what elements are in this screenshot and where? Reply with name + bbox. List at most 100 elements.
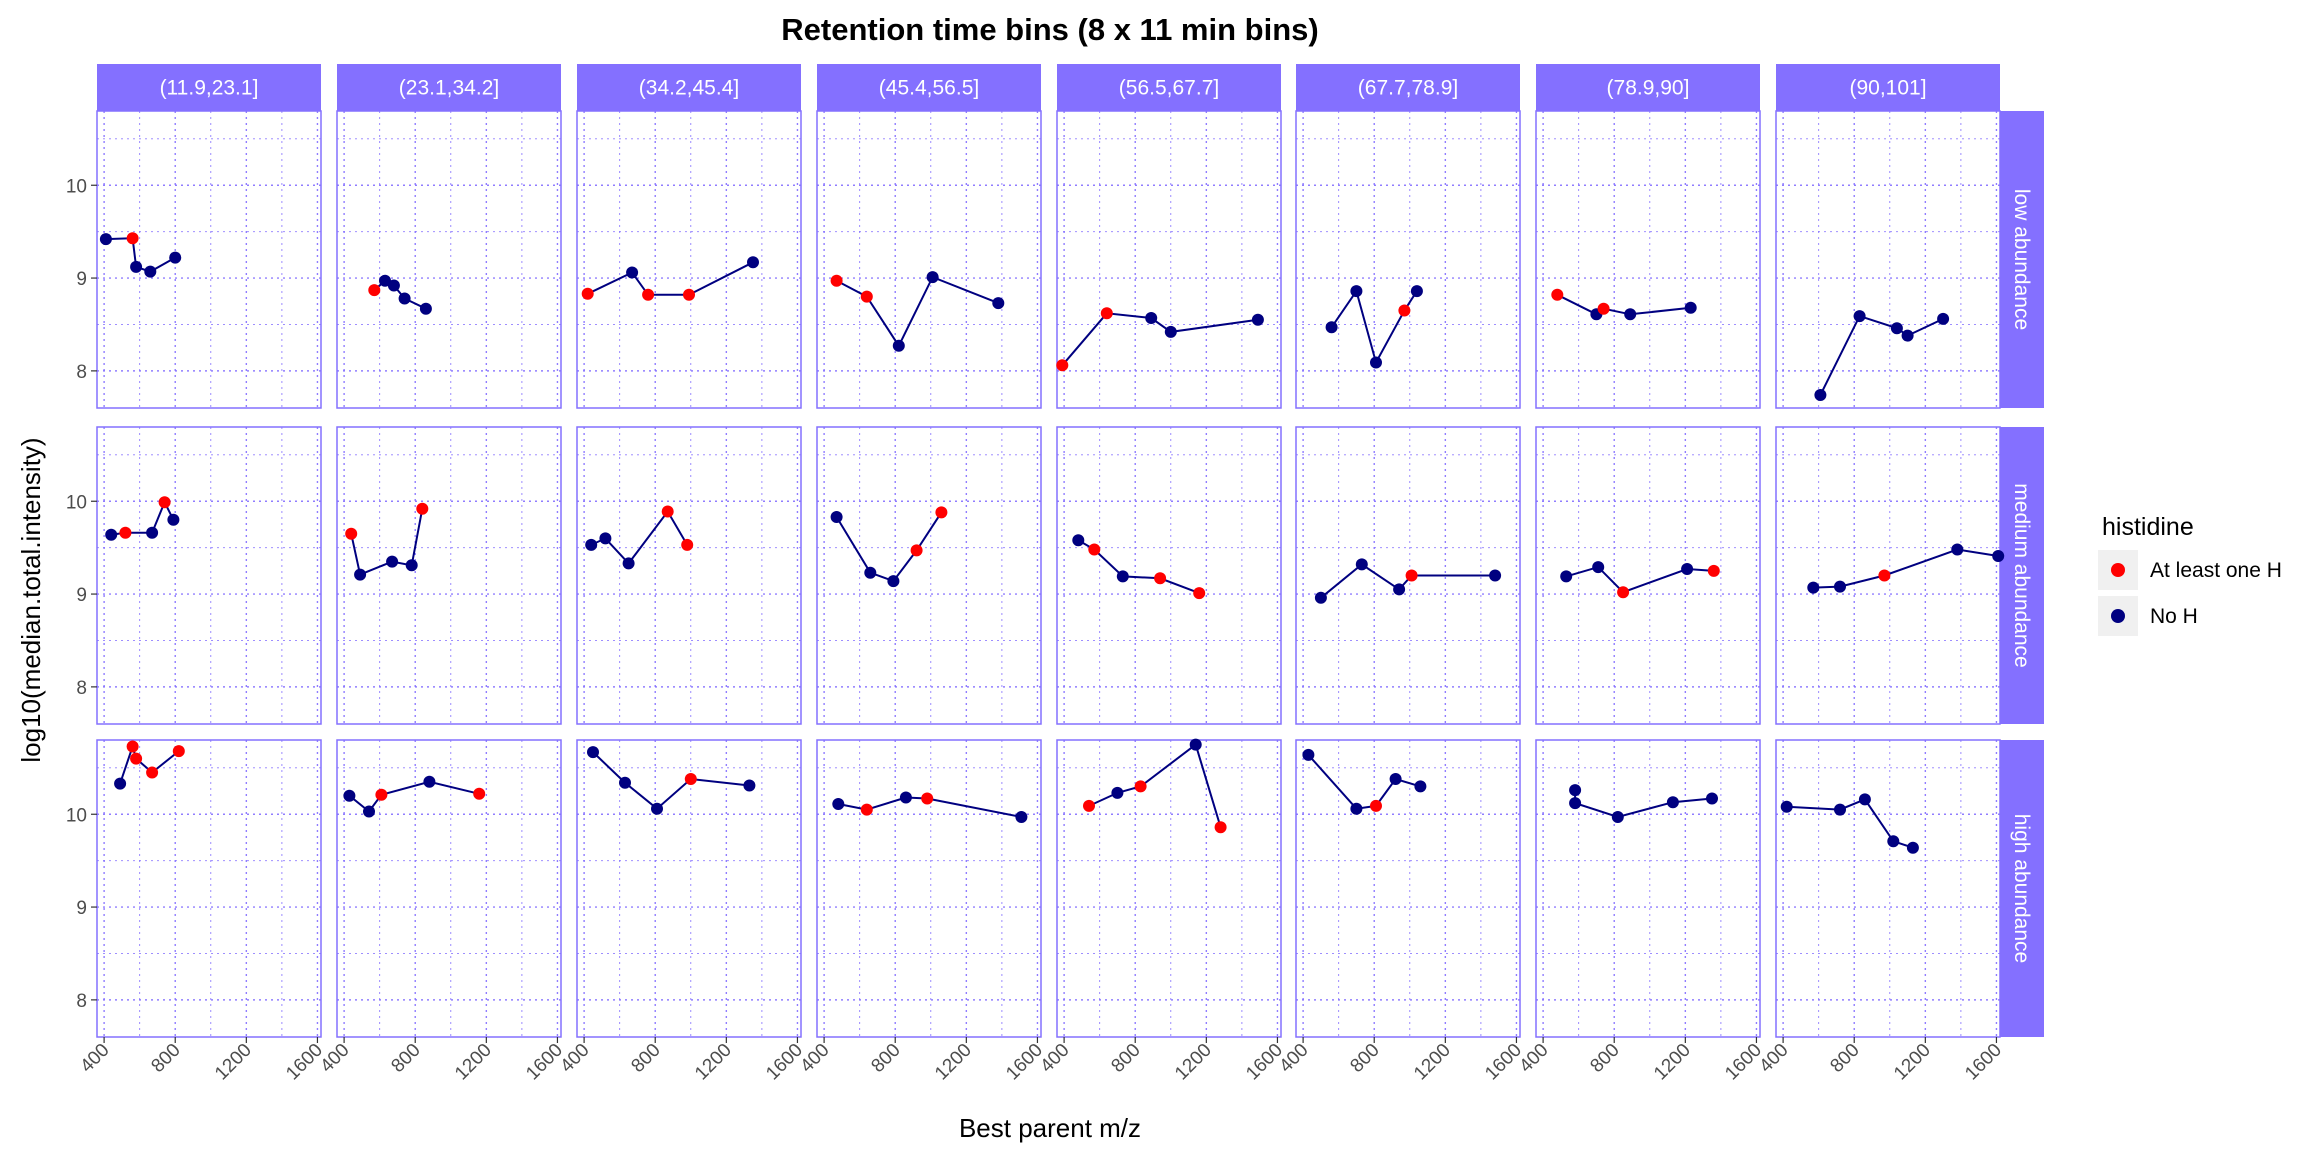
- data-point: [1072, 534, 1085, 547]
- data-point: [405, 559, 418, 572]
- panel: [96, 110, 322, 409]
- data-point: [887, 575, 900, 588]
- x-tick-label: 1200: [1890, 1040, 1935, 1085]
- facet-strip-column-label: (56.5,67.7]: [1119, 77, 1219, 100]
- data-point: [375, 788, 388, 801]
- panel-border: [96, 426, 322, 725]
- data-point: [1887, 835, 1900, 848]
- data-point: [681, 538, 694, 551]
- data-point: [1083, 799, 1095, 812]
- data-point: [473, 787, 486, 800]
- panel-border: [576, 110, 802, 409]
- data-point: [1350, 285, 1363, 298]
- data-point: [1951, 543, 1964, 556]
- panel: [576, 739, 802, 1038]
- x-tick-label: 400: [1036, 1040, 1073, 1077]
- data-point: [830, 511, 843, 523]
- legend-label: No H: [2150, 605, 2198, 628]
- y-tick-label: 8: [76, 362, 87, 383]
- facet-strip-column: [97, 64, 321, 111]
- data-point: [642, 288, 655, 301]
- data-point: [130, 260, 143, 273]
- data-point: [1410, 285, 1423, 298]
- y-tick-label: 9: [76, 898, 87, 919]
- x-tick-label: 800: [1826, 1040, 1863, 1077]
- y-tick-label: 10: [66, 176, 87, 197]
- facet-strip-column-label: (34.2,45.4]: [639, 77, 739, 100]
- data-point: [1405, 569, 1418, 582]
- data-point: [1214, 821, 1227, 834]
- panel: [1295, 110, 1521, 409]
- panel: [1056, 738, 1282, 1038]
- data-point: [892, 339, 905, 352]
- x-tick-label: 800: [387, 1040, 424, 1077]
- data-point: [1302, 748, 1315, 761]
- panel: [96, 426, 322, 725]
- data-point: [1325, 321, 1338, 334]
- data-point: [864, 566, 877, 579]
- data-point: [1569, 784, 1582, 797]
- data-point: [1706, 792, 1718, 805]
- data-point: [1834, 580, 1846, 593]
- y-axis-title: log10(median.total.intensity): [16, 437, 46, 762]
- data-point: [1906, 841, 1919, 854]
- data-point: [1551, 288, 1564, 301]
- data-point: [1414, 780, 1427, 793]
- data-point: [684, 773, 697, 785]
- y-tick-label: 9: [76, 585, 87, 606]
- panel-border: [1535, 739, 1761, 1038]
- data-point: [832, 798, 845, 810]
- x-tick-label: 1200: [1410, 1040, 1455, 1085]
- panel-border: [336, 426, 562, 725]
- panel: [1775, 426, 2005, 725]
- facet-strip-column: [1536, 64, 1760, 111]
- panel-border: [336, 110, 562, 409]
- data-point: [1878, 569, 1891, 582]
- x-tick-label: 1200: [1171, 1040, 1216, 1085]
- facet-strip-column: [817, 64, 1041, 111]
- x-tick-label: 400: [556, 1040, 593, 1077]
- x-tick-label: 1200: [451, 1040, 496, 1085]
- data-point: [651, 802, 663, 815]
- panel: [576, 110, 802, 409]
- data-point: [387, 279, 400, 292]
- data-point: [830, 274, 843, 287]
- facet-strip-column: [1057, 64, 1281, 111]
- data-point: [1992, 550, 2005, 562]
- data-point: [587, 746, 599, 759]
- panel-border: [576, 426, 802, 725]
- facet-grid: (11.9,23.1] (23.1,34.2] (34.2,45.4] (45.4,5…: [96, 64, 2044, 1038]
- x-tick-label: 800: [147, 1040, 184, 1077]
- data-point: [119, 526, 132, 539]
- facet-strip-column-label: (90,101]: [1849, 77, 1926, 100]
- x-tick-label: 400: [316, 1040, 353, 1077]
- data-point: [921, 792, 934, 805]
- data-point: [379, 274, 391, 287]
- panel-border: [96, 110, 322, 409]
- data-point: [1707, 564, 1720, 577]
- facet-strip-column: [577, 64, 801, 111]
- data-point: [126, 740, 139, 753]
- panel: [1535, 739, 1761, 1038]
- legend-key: [2111, 563, 2125, 577]
- panel-border: [336, 739, 562, 1038]
- panel: [336, 739, 562, 1038]
- x-tick-label: 800: [1586, 1040, 1623, 1077]
- data-point: [743, 779, 756, 792]
- data-point: [1807, 581, 1820, 594]
- facet-strip-column-label: (78.9,90]: [1607, 77, 1690, 100]
- y-tick-label: 9: [76, 269, 87, 290]
- data-point: [386, 555, 399, 568]
- panel: [1775, 739, 2001, 1038]
- y-tick-label: 10: [66, 492, 87, 513]
- y-tick-label: 10: [66, 805, 87, 826]
- panel: [336, 110, 562, 409]
- panel: [1295, 426, 1521, 725]
- x-tick-label: 400: [1515, 1040, 1552, 1077]
- panel-border: [1056, 739, 1282, 1038]
- x-tick-label: 1200: [931, 1040, 976, 1085]
- data-point: [935, 506, 948, 519]
- panel-border: [816, 739, 1042, 1038]
- data-point: [1314, 591, 1327, 604]
- data-point: [1164, 325, 1177, 338]
